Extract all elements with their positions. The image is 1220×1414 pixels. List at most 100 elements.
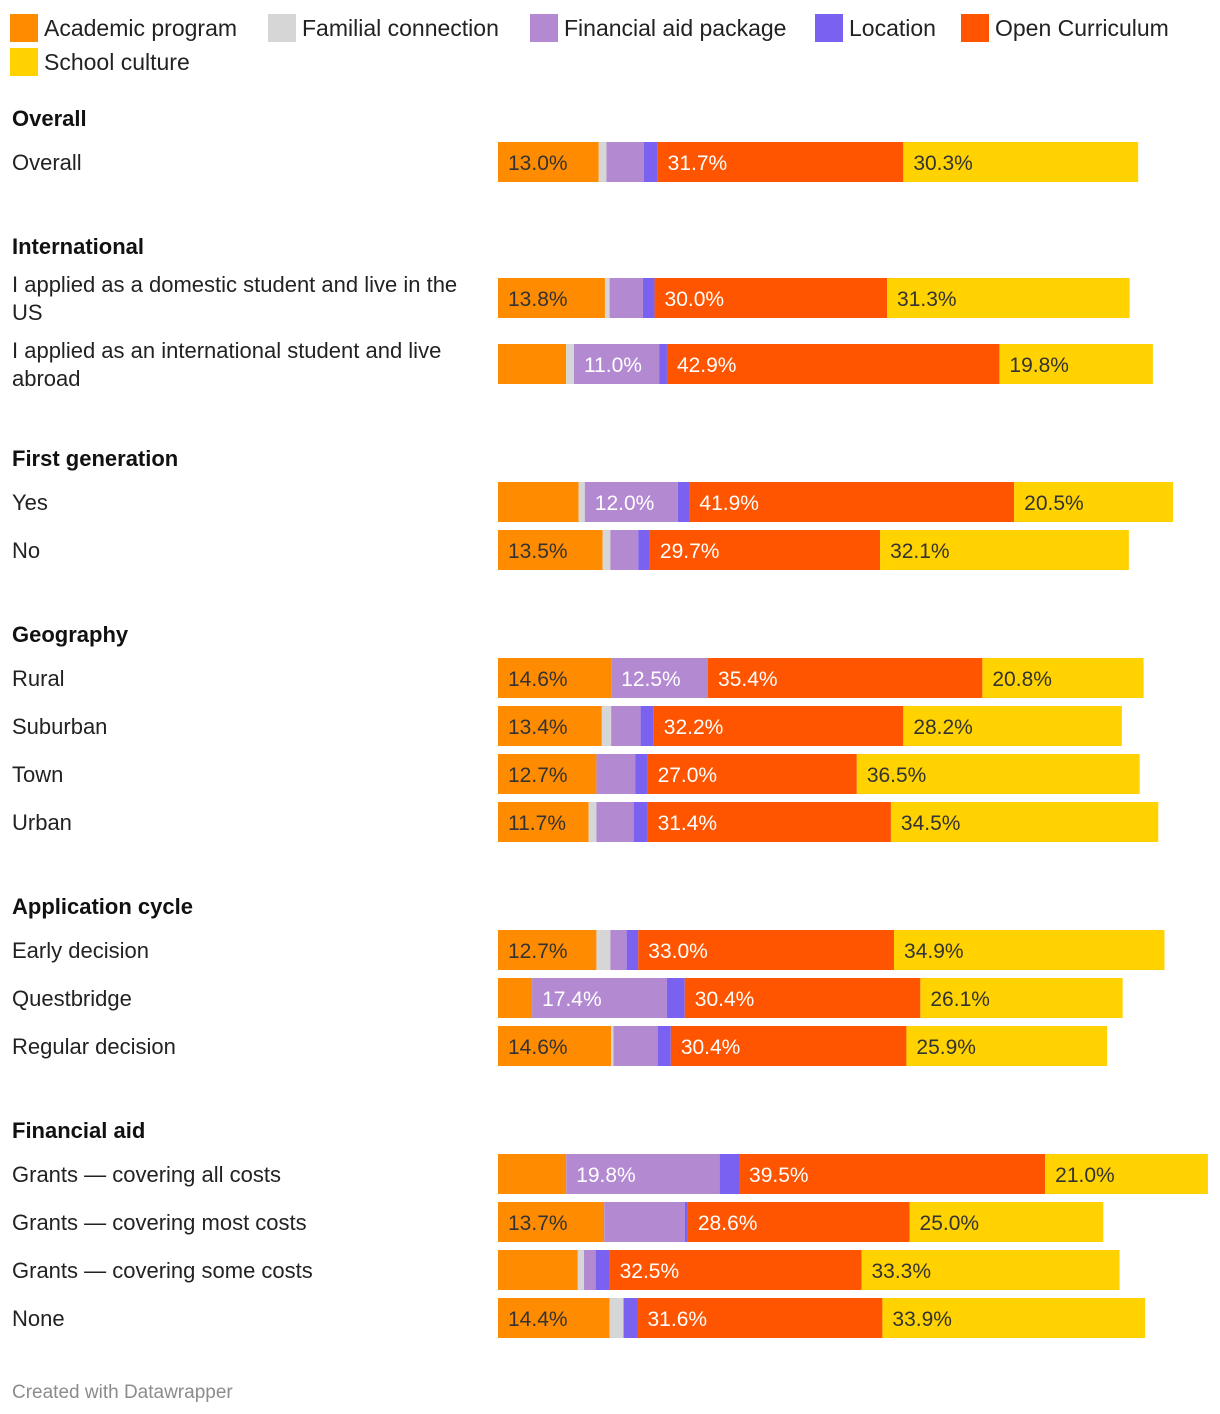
bar-value-label: 28.6% xyxy=(698,1212,758,1235)
bar-row: I applied as an international student an… xyxy=(12,338,1153,391)
bar-segment xyxy=(584,1250,596,1290)
bar-segment xyxy=(687,1202,910,1242)
bar-value-label: 13.8% xyxy=(508,288,568,311)
bar-segment xyxy=(596,754,636,794)
bar-segment xyxy=(610,930,627,970)
bar-segment xyxy=(623,1298,638,1338)
bar-segment xyxy=(643,142,658,182)
row-label: Regular decision xyxy=(12,1034,176,1059)
bar-value-label: 33.3% xyxy=(871,1260,931,1283)
bar-segment xyxy=(880,530,1129,570)
chart-group: First generation Yes 12.0% 41.9% 20.5% No 13.5… xyxy=(12,446,1174,570)
bar-segment xyxy=(611,706,641,746)
bar-segment xyxy=(498,1202,605,1242)
bar-segment xyxy=(611,1026,614,1066)
bar-value-label: 12.7% xyxy=(508,764,568,787)
row-label: I applied as a domestic student and live… xyxy=(12,272,457,325)
bar-segment xyxy=(578,482,585,522)
bar-segment xyxy=(920,978,1123,1018)
chart-group: Financial aid Grants — covering all costs… xyxy=(12,1118,1208,1338)
bar-segment xyxy=(626,930,639,970)
bar-value-label: 12.7% xyxy=(508,940,568,963)
bar-value-label: 36.5% xyxy=(867,764,927,787)
bar-value-label: 30.4% xyxy=(681,1036,741,1059)
legend-label: Familial connection xyxy=(302,15,499,41)
bar-value-label: 32.5% xyxy=(620,1260,680,1283)
bar-segment xyxy=(906,1026,1108,1066)
bar-row: Grants — covering some costs 32.5% 33.3% xyxy=(12,1250,1120,1290)
bar-segment xyxy=(708,658,983,698)
chart-group: Geography Rural 14.6% 12.5% 35.4% 20.8% Suburb… xyxy=(12,622,1159,842)
bar-value-label: 32.2% xyxy=(664,716,724,739)
bar-value-label: 29.7% xyxy=(660,540,720,563)
bar-segment xyxy=(635,754,648,794)
group-title: Financial aid xyxy=(12,1118,145,1143)
legend-label: Academic program xyxy=(44,15,237,41)
bar-segment xyxy=(861,1250,1120,1290)
bar-segment xyxy=(498,754,597,794)
group-title: First generation xyxy=(12,446,178,471)
bar-value-label: 13.5% xyxy=(508,540,568,563)
bar-value-label: 31.4% xyxy=(658,812,718,835)
row-label: Grants — covering most costs xyxy=(12,1210,307,1235)
bar-value-label: 19.8% xyxy=(576,1164,636,1187)
bar-value-label: 34.9% xyxy=(904,940,964,963)
bar-segment xyxy=(610,530,639,570)
bar-segment xyxy=(653,706,904,746)
legend-label: School culture xyxy=(44,49,190,75)
bar-segment xyxy=(684,1202,688,1242)
bar-segment xyxy=(654,278,888,318)
bar-value-label: 33.0% xyxy=(648,940,708,963)
bar-segment xyxy=(894,930,1165,970)
bar-value-label: 14.4% xyxy=(508,1308,568,1331)
row-label: Rural xyxy=(12,666,65,691)
bar-value-label: 20.8% xyxy=(992,668,1052,691)
bar-row: Overall 13.0% 31.7% 30.3% xyxy=(12,142,1139,182)
row-label: Urban xyxy=(12,810,72,835)
group-title: Overall xyxy=(12,106,87,131)
bar-value-label: 14.6% xyxy=(508,1036,568,1059)
bar-value-label: 31.6% xyxy=(648,1308,708,1331)
bar-value-label: 20.5% xyxy=(1024,492,1084,515)
group-title: Application cycle xyxy=(12,894,193,919)
bar-segment xyxy=(498,1298,610,1338)
bar-row: Town 12.7% 27.0% 36.5% xyxy=(12,754,1140,794)
bar-value-label: 17.4% xyxy=(542,988,602,1011)
bar-value-label: 19.8% xyxy=(1009,354,1069,377)
row-label: I applied as an international student an… xyxy=(12,338,441,391)
bar-value-label: 32.1% xyxy=(890,540,950,563)
bar-segment xyxy=(909,1202,1104,1242)
legend-item: Familial connection xyxy=(268,14,499,42)
bar-segment xyxy=(890,802,1159,842)
bar-segment xyxy=(677,482,690,522)
legend-item: Financial aid package xyxy=(530,14,786,42)
bar-segment xyxy=(647,802,891,842)
legend-item: School culture xyxy=(10,48,190,76)
bar-segment xyxy=(498,1250,578,1290)
bar-segment xyxy=(609,278,643,318)
bar-value-label: 27.0% xyxy=(658,764,718,787)
legend-swatch xyxy=(10,14,38,42)
bar-segment xyxy=(498,1154,567,1194)
bar-segment xyxy=(596,802,634,842)
bar-segment xyxy=(684,978,921,1018)
legend-swatch xyxy=(530,14,558,42)
bar-row: No 13.5% 29.7% 32.1% xyxy=(12,530,1129,570)
bar-segment xyxy=(498,278,605,318)
bar-row: Questbridge 17.4% 30.4% 26.1% xyxy=(12,978,1123,1018)
bar-value-label: 41.9% xyxy=(699,492,759,515)
bar-segment xyxy=(666,978,685,1018)
bar-value-label: 21.0% xyxy=(1055,1164,1115,1187)
bar-segment xyxy=(633,802,648,842)
bar-value-label: 33.9% xyxy=(892,1308,952,1331)
bar-segment xyxy=(577,1250,585,1290)
bar-segment xyxy=(595,1250,610,1290)
bar-segment xyxy=(882,1298,1146,1338)
bar-segment xyxy=(609,1298,624,1338)
bar-row: Yes 12.0% 41.9% 20.5% xyxy=(12,482,1174,522)
bar-segment xyxy=(613,1026,658,1066)
row-label: Questbridge xyxy=(12,986,132,1011)
legend-swatch xyxy=(268,14,296,42)
bar-segment xyxy=(498,978,533,1018)
